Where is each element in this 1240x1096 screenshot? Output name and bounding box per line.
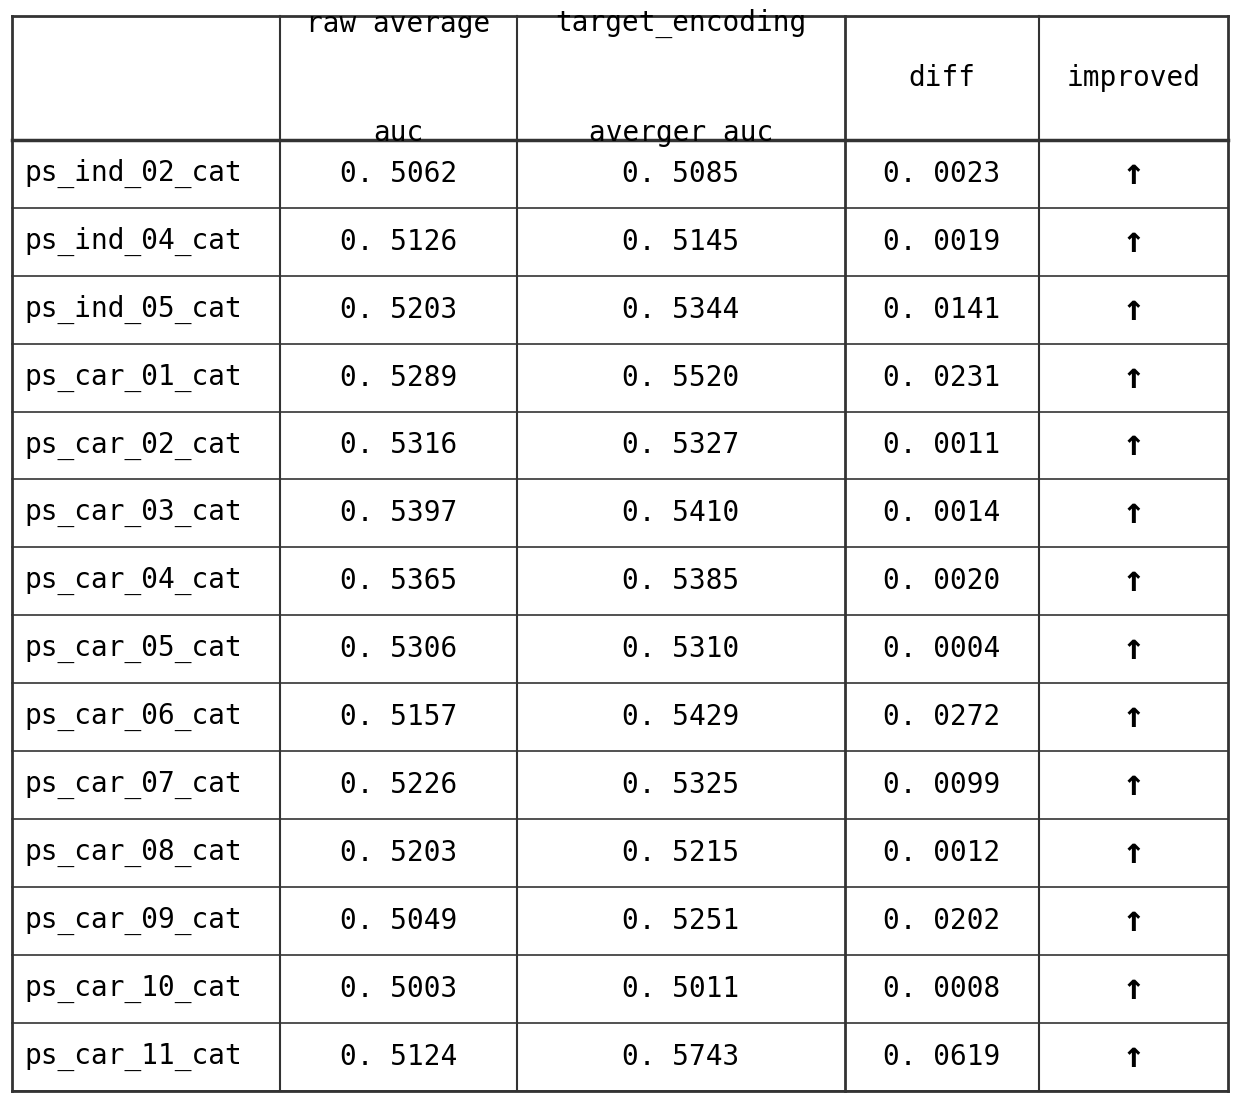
- Text: ps_car_02_cat: ps_car_02_cat: [25, 432, 243, 459]
- Text: 0. 5049: 0. 5049: [340, 906, 456, 935]
- Text: 0. 5365: 0. 5365: [340, 568, 456, 595]
- Text: ps_ind_05_cat: ps_ind_05_cat: [25, 295, 243, 324]
- Text: ps_car_08_cat: ps_car_08_cat: [25, 838, 243, 867]
- Text: 0. 5316: 0. 5316: [340, 432, 456, 459]
- Text: 0. 0011: 0. 0011: [883, 432, 1001, 459]
- Text: 0. 0099: 0. 0099: [883, 770, 1001, 799]
- Text: 0. 0008: 0. 0008: [883, 974, 1001, 1003]
- Text: 0. 0202: 0. 0202: [883, 906, 1001, 935]
- Text: 0. 5743: 0. 5743: [622, 1042, 739, 1071]
- Text: ↑: ↑: [1122, 496, 1145, 530]
- Text: 0. 0020: 0. 0020: [883, 568, 1001, 595]
- Text: 0. 5145: 0. 5145: [622, 228, 739, 255]
- Text: 0. 0012: 0. 0012: [883, 838, 1001, 867]
- Text: ↑: ↑: [1122, 1040, 1145, 1074]
- Text: 0. 5385: 0. 5385: [622, 568, 739, 595]
- Text: 0. 5085: 0. 5085: [622, 160, 739, 187]
- Text: 0. 0619: 0. 0619: [883, 1042, 1001, 1071]
- Text: ps_car_04_cat: ps_car_04_cat: [25, 568, 243, 595]
- Text: 0. 5003: 0. 5003: [340, 974, 456, 1003]
- Text: ↑: ↑: [1122, 293, 1145, 327]
- Text: 0. 5306: 0. 5306: [340, 636, 456, 663]
- Text: ↑: ↑: [1122, 361, 1145, 395]
- Text: 0. 0023: 0. 0023: [883, 160, 1001, 187]
- Text: 0. 5215: 0. 5215: [622, 838, 739, 867]
- Text: ps_car_01_cat: ps_car_01_cat: [25, 364, 243, 391]
- Text: ↑: ↑: [1122, 429, 1145, 463]
- Text: ↑: ↑: [1122, 836, 1145, 870]
- Text: 0. 5011: 0. 5011: [622, 974, 739, 1003]
- Text: ps_car_10_cat: ps_car_10_cat: [25, 974, 243, 1003]
- Text: ↑: ↑: [1122, 157, 1145, 191]
- Text: ps_car_09_cat: ps_car_09_cat: [25, 906, 243, 935]
- Text: ↑: ↑: [1122, 564, 1145, 598]
- Text: 0. 0231: 0. 0231: [883, 364, 1001, 391]
- Text: raw average

auc: raw average auc: [306, 10, 490, 147]
- Text: 0. 5157: 0. 5157: [340, 704, 456, 731]
- Text: ↑: ↑: [1122, 632, 1145, 666]
- Text: ps_ind_02_cat: ps_ind_02_cat: [25, 159, 243, 189]
- Text: ↑: ↑: [1122, 972, 1145, 1006]
- Text: 0. 5397: 0. 5397: [340, 500, 456, 527]
- Text: 0. 0272: 0. 0272: [883, 704, 1001, 731]
- Text: 0. 5410: 0. 5410: [622, 500, 739, 527]
- Text: target_encoding

averger auc: target_encoding averger auc: [556, 9, 806, 147]
- Text: 0. 0141: 0. 0141: [883, 296, 1001, 323]
- Text: 0. 0014: 0. 0014: [883, 500, 1001, 527]
- Text: ps_car_06_cat: ps_car_06_cat: [25, 703, 243, 731]
- Text: 0. 5251: 0. 5251: [622, 906, 739, 935]
- Text: 0. 0019: 0. 0019: [883, 228, 1001, 255]
- Text: 0. 5126: 0. 5126: [340, 228, 456, 255]
- Text: 0. 5226: 0. 5226: [340, 770, 456, 799]
- Text: ps_car_11_cat: ps_car_11_cat: [25, 1042, 243, 1071]
- Text: 0. 5310: 0. 5310: [622, 636, 739, 663]
- Text: 0. 5203: 0. 5203: [340, 838, 456, 867]
- Text: 0. 5062: 0. 5062: [340, 160, 456, 187]
- Text: diff: diff: [909, 65, 976, 92]
- Text: 0. 5520: 0. 5520: [622, 364, 739, 391]
- Text: 0. 5429: 0. 5429: [622, 704, 739, 731]
- Text: ps_ind_04_cat: ps_ind_04_cat: [25, 227, 243, 256]
- Text: 0. 0004: 0. 0004: [883, 636, 1001, 663]
- Text: ↑: ↑: [1122, 225, 1145, 259]
- Text: improved: improved: [1066, 65, 1200, 92]
- Text: ps_car_03_cat: ps_car_03_cat: [25, 500, 243, 527]
- Text: 0. 5327: 0. 5327: [622, 432, 739, 459]
- Text: ↑: ↑: [1122, 904, 1145, 938]
- Text: 0. 5344: 0. 5344: [622, 296, 739, 323]
- Text: ↑: ↑: [1122, 700, 1145, 734]
- Text: 0. 5289: 0. 5289: [340, 364, 456, 391]
- Text: ↑: ↑: [1122, 768, 1145, 802]
- Text: 0. 5203: 0. 5203: [340, 296, 456, 323]
- Text: 0. 5325: 0. 5325: [622, 770, 739, 799]
- Text: ps_car_07_cat: ps_car_07_cat: [25, 770, 243, 799]
- Text: 0. 5124: 0. 5124: [340, 1042, 456, 1071]
- Text: ps_car_05_cat: ps_car_05_cat: [25, 635, 243, 663]
